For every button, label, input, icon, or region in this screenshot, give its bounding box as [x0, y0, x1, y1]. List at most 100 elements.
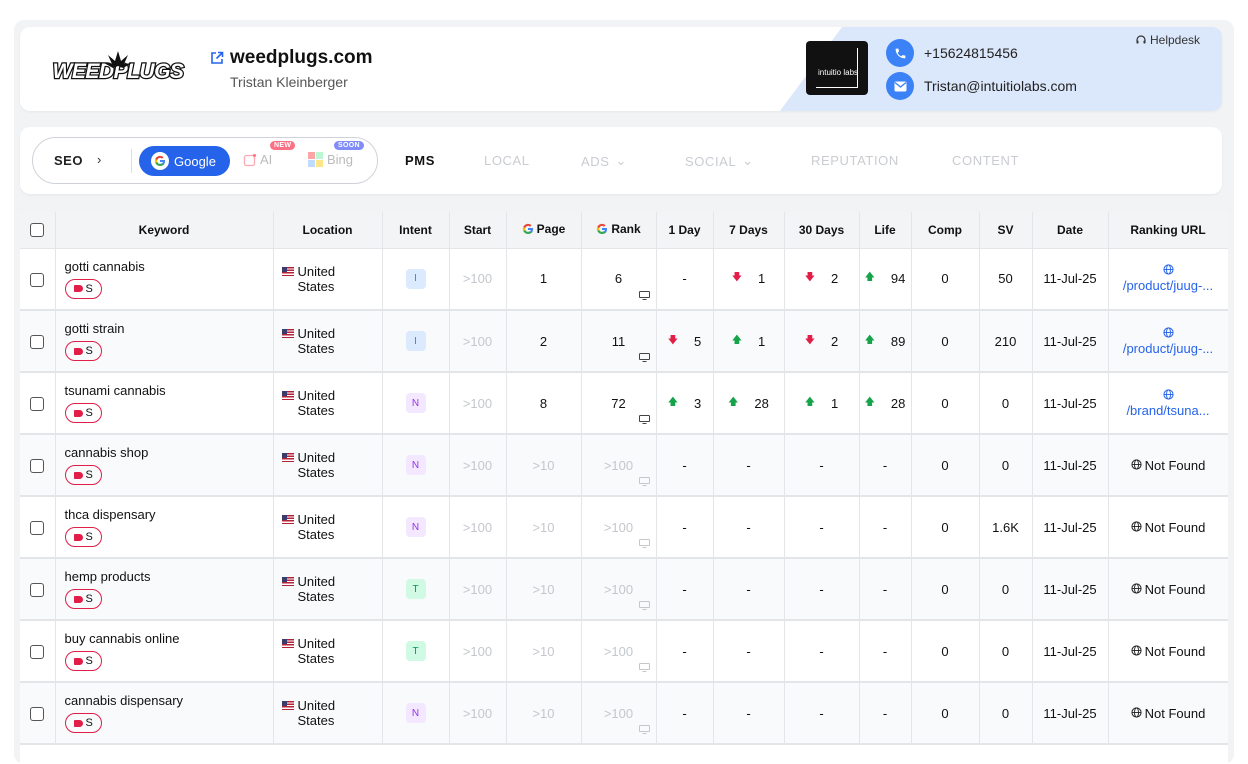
comp-cell: 0: [911, 372, 980, 435]
seo-label[interactable]: SEO: [54, 153, 83, 168]
col-1-day[interactable]: 1 Day: [656, 212, 714, 249]
location-cell: United States: [273, 496, 383, 559]
col-keyword[interactable]: Keyword: [55, 212, 274, 249]
table-row[interactable]: hemp products S United States T >100 >10 >100-…: [20, 558, 1228, 621]
row-checkbox[interactable]: [30, 644, 45, 659]
tag-icon: [73, 719, 83, 727]
tab-local[interactable]: LOCAL: [484, 153, 530, 168]
col-life[interactable]: Life: [859, 212, 912, 249]
tab-ads[interactable]: ADS ⌄: [581, 153, 627, 169]
start-cell: >100: [449, 558, 507, 621]
helpdesk-link[interactable]: Helpdesk: [1135, 33, 1200, 47]
tab-reputation[interactable]: REPUTATION: [811, 153, 899, 168]
intent-badge: N: [405, 393, 426, 413]
location-cell: United States: [273, 372, 383, 435]
tab-content[interactable]: CONTENT: [952, 153, 1019, 168]
col-location[interactable]: Location: [273, 212, 383, 249]
intent-cell: I: [382, 310, 450, 373]
row-checkbox[interactable]: [30, 272, 45, 287]
rank-cell: >100: [581, 434, 657, 497]
keyword-tag[interactable]: S: [64, 341, 102, 361]
table-row[interactable]: thca dispensary S United States N >100 >10 >10…: [20, 496, 1228, 559]
comp-cell: 0: [911, 558, 980, 621]
google-engine-button[interactable]: Google: [139, 146, 230, 176]
intent-cell: N: [382, 496, 450, 559]
phone-number: +15624815456: [924, 45, 1018, 61]
bing-engine-button[interactable]: Bing: [308, 152, 353, 167]
row-select-cell: [20, 248, 56, 311]
days30-cell: -: [784, 434, 860, 497]
tab-pms[interactable]: PMS: [405, 153, 435, 168]
keyword-tag[interactable]: S: [64, 403, 102, 423]
table-row[interactable]: tsunami cannabis S United States N >100 8 72 🡅 3…: [20, 372, 1228, 435]
row-checkbox[interactable]: [30, 706, 45, 721]
col-intent[interactable]: Intent: [382, 212, 450, 249]
ai-engine-button[interactable]: AI: [243, 152, 272, 167]
keyword-cell: cannabis dispensary S: [55, 682, 274, 745]
domain-name: weedplugs.com: [230, 47, 373, 68]
ranking-url-link[interactable]: /product/juug-...: [1122, 340, 1214, 356]
globe-icon: [1131, 706, 1142, 721]
col-date[interactable]: Date: [1032, 212, 1109, 249]
keyword-tag[interactable]: S: [64, 465, 102, 485]
keyword-text[interactable]: cannabis shop: [64, 445, 149, 460]
days30-cell: 🡇 2: [784, 310, 860, 373]
col-sv[interactable]: SV: [979, 212, 1033, 249]
ranking-url-link[interactable]: /product/juug-...: [1122, 278, 1214, 294]
keyword-text[interactable]: cannabis dispensary: [64, 693, 184, 708]
col-30-days[interactable]: 30 Days: [784, 212, 860, 249]
table-row[interactable]: cannabis shop S United States N >100 >10 >100-…: [20, 434, 1228, 497]
tab-social[interactable]: SOCIAL ⌄: [685, 153, 754, 169]
keyword-tag[interactable]: S: [64, 651, 102, 671]
keyword-tag[interactable]: S: [64, 527, 102, 547]
tag-icon: [73, 285, 83, 292]
mail-icon: [886, 72, 914, 100]
globe-icon: [1131, 644, 1142, 659]
keyword-text[interactable]: buy cannabis online: [64, 631, 180, 646]
table-row[interactable]: buy cannabis online S United States T >100 >1…: [20, 620, 1228, 683]
col-page[interactable]: Page: [506, 212, 582, 249]
col-7-days[interactable]: 7 Days: [713, 212, 785, 249]
keyword-tag[interactable]: S: [64, 278, 102, 299]
table-row[interactable]: gotti cannabis S United States I >100 1 6- 🡇 1 🡇 2…: [20, 248, 1228, 311]
row-checkbox[interactable]: [30, 458, 45, 473]
keyword-tag[interactable]: S: [64, 589, 102, 609]
table-row[interactable]: gotti strain S United States I >100 2 11 🡇 5 🡅 1 🡇 2…: [20, 310, 1228, 373]
keyword-text[interactable]: hemp products: [64, 569, 151, 584]
rank-value: >100: [603, 705, 634, 721]
row-checkbox[interactable]: [30, 520, 45, 535]
date-cell: 11-Jul-25: [1032, 248, 1109, 311]
day1-value: -: [682, 581, 687, 597]
google-icon: [597, 223, 608, 234]
domain-link[interactable]: weedplugs.com: [210, 47, 373, 69]
intent-badge: T: [405, 641, 426, 661]
tag-label: S: [85, 282, 93, 295]
keyword-text[interactable]: gotti cannabis: [64, 258, 145, 274]
row-checkbox[interactable]: [30, 396, 45, 411]
comp-cell: 0: [911, 496, 980, 559]
ranking-url-link[interactable]: /brand/tsuna...: [1126, 402, 1210, 418]
table-row[interactable]: cannabis dispensary S United States N >100 >1…: [20, 682, 1228, 745]
select-all-checkbox[interactable]: [30, 223, 45, 238]
chevron-right-icon[interactable]: ›: [97, 152, 102, 167]
desktop-icon: [638, 722, 650, 737]
keyword-tag[interactable]: S: [64, 713, 102, 733]
keyword-text[interactable]: gotti strain: [64, 321, 125, 336]
email-contact[interactable]: Tristan@intuitiolabs.com: [886, 72, 1077, 100]
col-start[interactable]: Start: [449, 212, 507, 249]
sv-cell: 0: [979, 434, 1033, 497]
days7-value: 1: [758, 333, 766, 349]
keyword-text[interactable]: thca dispensary: [64, 507, 156, 522]
us-flag-icon: [281, 639, 294, 648]
phone-contact[interactable]: +15624815456: [886, 39, 1018, 67]
location-cell: United States: [273, 558, 383, 621]
col-ranking-url[interactable]: Ranking URL: [1108, 212, 1228, 249]
row-checkbox[interactable]: [30, 582, 45, 597]
keyword-text[interactable]: tsunami cannabis: [64, 383, 166, 398]
intent-cell: N: [382, 682, 450, 745]
col-comp[interactable]: Comp: [911, 212, 980, 249]
ranking-url-not-found: Not Found: [1144, 457, 1206, 473]
col-rank[interactable]: Rank: [581, 212, 657, 249]
row-checkbox[interactable]: [30, 334, 45, 349]
life-value: -: [882, 581, 888, 597]
